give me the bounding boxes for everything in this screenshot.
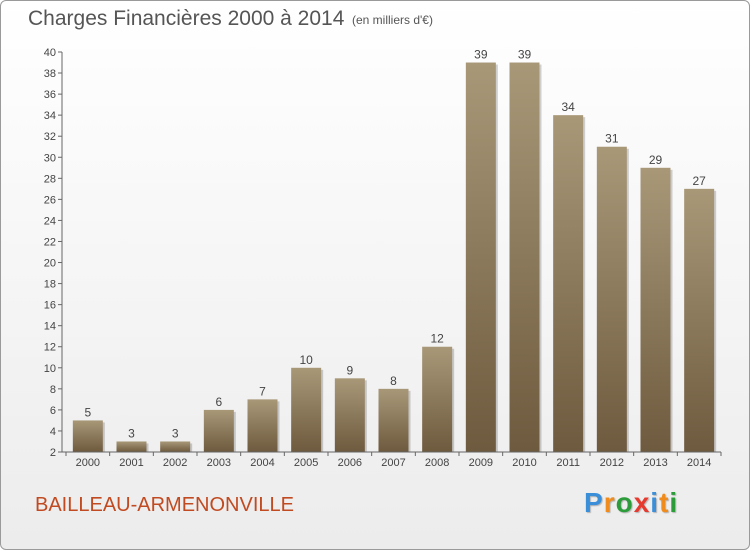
bar-2003	[203, 409, 234, 452]
y-tick-label: 40	[44, 47, 56, 59]
bar-2007	[378, 388, 409, 452]
chart-title: Charges Financières 2000 à 2014	[28, 7, 345, 30]
y-tick-label: 30	[44, 152, 56, 164]
x-tick-label: 2008	[425, 457, 449, 469]
y-tick-label: 12	[44, 342, 56, 354]
x-tick-label: 2002	[163, 457, 187, 469]
x-tick-label: 2007	[381, 457, 405, 469]
x-tick-label: 2004	[250, 457, 274, 469]
x-tick-label: 2010	[512, 457, 536, 469]
logo-letter: i	[669, 487, 679, 518]
x-tick-label: 2009	[469, 457, 493, 469]
bar-value-label: 39	[518, 48, 532, 62]
x-tick-label: 2001	[119, 457, 143, 469]
y-tick-label: 18	[44, 279, 56, 291]
y-tick-label: 26	[44, 194, 56, 206]
x-tick-label: 2013	[643, 457, 667, 469]
y-tick-label: 28	[44, 173, 56, 185]
logo-letter: i	[650, 487, 660, 518]
bar-value-label: 27	[692, 174, 706, 188]
bar-value-label: 8	[390, 374, 397, 388]
bar-value-label: 39	[474, 48, 488, 62]
x-tick-label: 2012	[600, 457, 624, 469]
y-tick-label: 2	[50, 447, 56, 459]
x-tick-label: 2005	[294, 457, 318, 469]
y-tick-label: 16	[44, 300, 56, 312]
bar-2013	[640, 167, 671, 452]
logo-letter: P	[584, 487, 604, 518]
bar-2005	[291, 367, 322, 452]
y-tick-label: 32	[44, 131, 56, 143]
bar-value-label: 29	[649, 153, 663, 167]
y-tick-label: 20	[44, 258, 56, 270]
bar-value-label: 3	[172, 426, 179, 440]
x-tick-label: 2000	[76, 457, 100, 469]
y-tick-label: 36	[44, 89, 56, 101]
bar-value-label: 3	[128, 426, 135, 440]
bar-2011	[553, 115, 584, 452]
bar-value-label: 31	[605, 132, 619, 146]
logo-letter: r	[603, 487, 616, 518]
x-tick-label: 2014	[687, 457, 711, 469]
chart-subtitle: (en milliers d'€)	[352, 13, 433, 27]
logo-letter: o	[615, 487, 634, 518]
y-tick-label: 14	[44, 321, 56, 333]
logo-letter: t	[659, 487, 670, 518]
bar-value-label: 5	[84, 405, 91, 419]
bar-value-label: 9	[346, 363, 353, 377]
bar-2012	[596, 146, 627, 452]
bar-value-label: 12	[430, 332, 444, 346]
bar-2000	[72, 420, 103, 452]
bar-value-label: 34	[561, 100, 575, 114]
bar-2014	[684, 188, 715, 452]
y-tick-label: 6	[50, 405, 56, 417]
y-tick-label: 4	[50, 426, 56, 438]
proxiti-logo[interactable]: Proxiti	[584, 487, 678, 519]
bar-value-label: 6	[215, 395, 222, 409]
x-tick-label: 2003	[207, 457, 231, 469]
x-tick-label: 2011	[556, 457, 580, 469]
bar-2006	[334, 378, 365, 452]
bar-2004	[247, 399, 278, 452]
y-tick-label: 34	[44, 110, 56, 122]
bar-2008	[422, 346, 453, 452]
y-tick-label: 38	[44, 68, 56, 80]
bar-value-label: 7	[259, 384, 266, 398]
logo-letter: x	[633, 487, 651, 518]
bar-value-label: 10	[299, 353, 313, 367]
bar-2010	[509, 62, 540, 453]
y-tick-label: 8	[50, 384, 56, 396]
y-tick-label: 22	[44, 236, 56, 248]
bar-2009	[465, 62, 496, 453]
y-tick-label: 24	[44, 215, 56, 227]
y-tick-label: 10	[44, 363, 56, 375]
bar-2002	[160, 441, 191, 452]
commune-name: BAILLEAU-ARMENONVILLE	[35, 494, 294, 516]
bar-2001	[116, 441, 147, 452]
x-tick-label: 2006	[338, 457, 362, 469]
